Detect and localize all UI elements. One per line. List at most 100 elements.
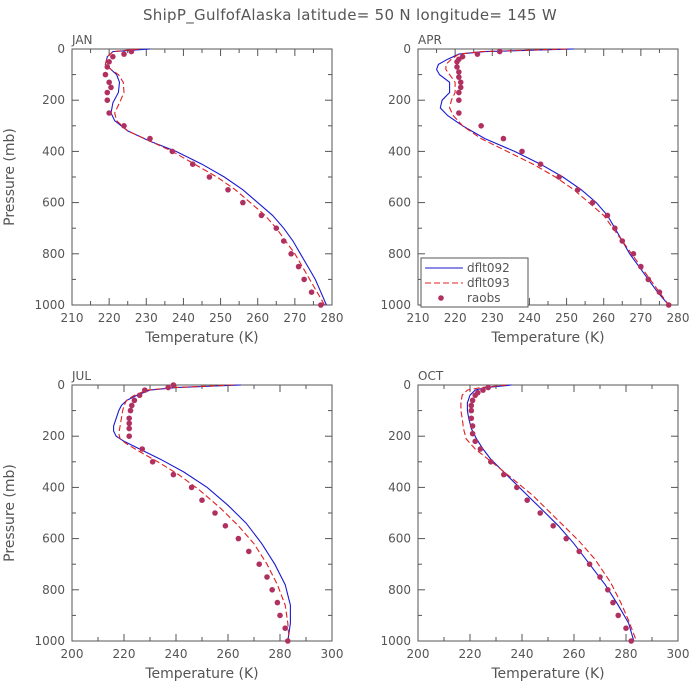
y-tick-label: 800 (42, 583, 65, 597)
y-tick-label: 0 (57, 42, 65, 56)
x-tick-label: 220 (98, 311, 121, 325)
x-tick-label: 300 (667, 647, 690, 661)
raobs-point (129, 402, 135, 409)
raobs-point (469, 423, 476, 429)
raobs-point (457, 79, 464, 86)
raobs-point (610, 599, 616, 606)
raobs-point (240, 199, 246, 206)
x-tick-label: 240 (518, 311, 541, 325)
x-axis-title: Temperature (K) (144, 666, 258, 682)
y-axis-title: Pressure (mb) (2, 464, 18, 562)
raobs-point (110, 53, 116, 60)
x-tick-label: 260 (217, 647, 240, 661)
raobs-point (457, 84, 464, 91)
raobs-point (472, 438, 479, 445)
x-tick-label: 270 (283, 311, 306, 325)
y-tick-label: 0 (403, 378, 411, 392)
x-tick-label: 210 (61, 311, 84, 325)
raobs-point (126, 420, 132, 427)
raobs-point (149, 459, 156, 465)
figure-title: ShipP_GulfofAlaska latitude= 50 N longit… (143, 6, 557, 25)
raobs-point (612, 225, 618, 231)
series-line-dflt093 (118, 384, 290, 642)
raobs-point (615, 612, 621, 619)
y-tick-label: 0 (57, 378, 65, 392)
x-tick-label: 200 (407, 647, 430, 661)
x-tick-label: 280 (615, 647, 638, 661)
raobs-point (256, 561, 263, 567)
raobs-point (456, 74, 462, 80)
series-line-dflt092 (113, 384, 291, 642)
panels: 210 220 230 240 250 260 270 280 0 200 400 600 800 100… (2, 33, 689, 682)
y-tick-label: 600 (388, 532, 411, 546)
panel-label: JUL (71, 369, 91, 383)
raobs-point (454, 59, 460, 65)
raobs-point (222, 523, 229, 529)
raobs-point (126, 433, 132, 440)
y-tick-label: 200 (388, 93, 411, 107)
series-raobs (468, 384, 634, 644)
raobs-point (604, 212, 611, 219)
raobs-point (165, 384, 171, 391)
raobs-point (126, 415, 132, 422)
raobs-point (225, 187, 231, 193)
raobs-point (142, 387, 148, 393)
x-tick-label: 240 (172, 311, 195, 325)
raobs-point (537, 510, 543, 516)
x-tick-label: 260 (592, 311, 615, 325)
y-tick-label: 200 (42, 429, 65, 443)
raobs-point (308, 289, 315, 296)
raobs-point (501, 471, 507, 478)
x-tick-label: 220 (459, 647, 482, 661)
raobs-point (104, 89, 111, 96)
raobs-point (170, 471, 177, 478)
y-tick-label: 600 (388, 196, 411, 210)
raobs-point (288, 251, 294, 257)
raobs-point (131, 397, 138, 404)
x-tick-label: 250 (209, 311, 232, 325)
y-tick-label: 800 (388, 583, 411, 597)
raobs-point (277, 612, 283, 619)
x-tick-label: 240 (165, 647, 188, 661)
series-raobs (454, 48, 672, 308)
raobs-point (454, 64, 460, 70)
raobs-point (169, 148, 176, 155)
raobs-point (645, 276, 652, 283)
raobs-point (468, 407, 475, 414)
legend-label-dflt092: dflt092 (467, 261, 510, 275)
raobs-point (474, 51, 481, 57)
x-axis-title: Temperature (K) (144, 330, 258, 346)
y-tick-label: 600 (42, 196, 65, 210)
panel-label: JAN (71, 33, 93, 47)
raobs-point (212, 510, 218, 516)
x-tick-label: 230 (481, 311, 504, 325)
raobs-point (496, 48, 503, 55)
legend-label-dflt093: dflt093 (467, 276, 510, 290)
raobs-point (121, 51, 127, 57)
raobs-point (106, 110, 112, 116)
raobs-point (469, 397, 476, 404)
series-raobs (126, 382, 291, 644)
raobs-point (472, 392, 479, 399)
raobs-point (524, 497, 530, 504)
raobs-point (477, 446, 484, 452)
plot-frame (417, 384, 679, 642)
raobs-point (597, 574, 603, 580)
raobs-point (469, 430, 476, 437)
raobs-point (199, 497, 205, 504)
raobs-point (280, 238, 287, 244)
raobs-point (576, 548, 582, 555)
raobs-point (586, 561, 593, 567)
raobs-point (106, 59, 112, 65)
raobs-point (468, 402, 475, 409)
y-tick-label: 400 (388, 480, 411, 494)
raobs-point (630, 251, 637, 257)
raobs-point (274, 599, 281, 606)
y-tick-label: 400 (42, 144, 65, 158)
plot-frame (71, 384, 333, 642)
series-line-dflt093 (104, 48, 326, 306)
x-tick-label: 280 (269, 647, 292, 661)
y-tick-label: 0 (403, 42, 411, 56)
